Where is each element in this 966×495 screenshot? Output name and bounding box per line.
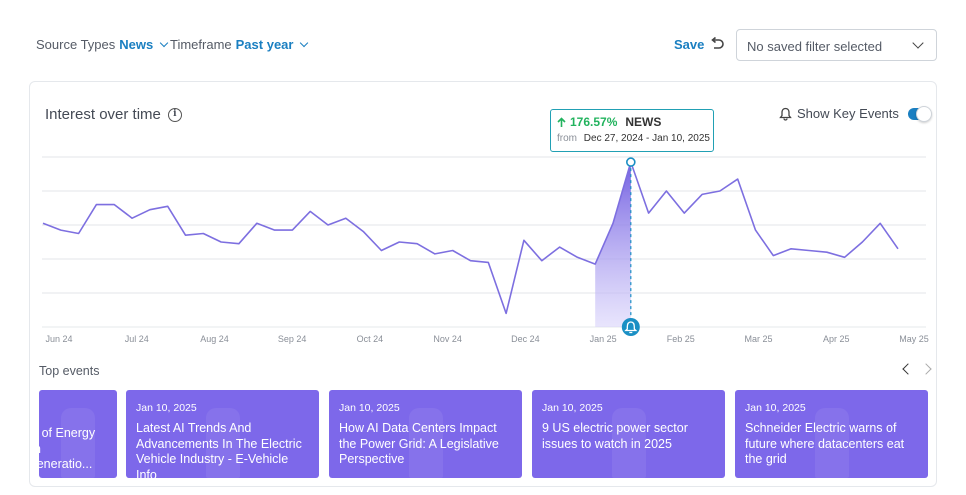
chart-tooltip: 176.57% NEWS from Dec 27, 2024 - Jan 10,… [550,109,714,152]
x-tick-label: Oct 24 [357,334,384,344]
x-tick-label: Jul 24 [125,334,149,344]
chevron-left-icon[interactable] [902,363,914,375]
x-tick-label: Aug 24 [200,334,229,344]
source-types-value: News [119,37,154,52]
event-card[interactable]: re of Energy en Generatio... [39,390,117,478]
x-tick-label: Mar 25 [745,334,773,344]
key-event-marker [621,318,640,336]
highlight-point [626,157,636,167]
chevron-down-icon [912,37,924,49]
x-tick-label: Jan 25 [590,334,617,344]
saved-filter-select[interactable]: No saved filter selected [736,29,937,61]
x-tick-label: Apr 25 [823,334,850,344]
event-title: 9 US electric power sector issues to wat… [542,421,688,451]
x-tick-label: Sep 24 [278,334,307,344]
event-card[interactable]: Jan 10, 2025 9 US electric power sector … [532,390,725,478]
show-key-events-toggle[interactable]: Show Key Events [779,105,932,122]
event-date: Jan 10, 2025 [136,402,197,414]
source-types-filter[interactable]: Source Types News [36,37,169,52]
x-tick-label: Dec 24 [511,334,540,344]
timeframe-label: Timeframe [170,37,232,52]
chevron-down-icon [300,38,309,48]
panel-title: Interest over time i [45,106,182,123]
x-tick-label: Nov 24 [433,334,462,344]
highlight-area [595,162,631,327]
event-date: Jan 10, 2025 [339,402,400,414]
bell-icon [779,107,792,121]
event-title: Latest AI Trends And Advancements In The… [136,421,302,478]
bell-icon [624,321,638,332]
tooltip-change: 176.57% [570,115,618,129]
event-card[interactable]: Jan 10, 2025 How AI Data Centers Impact … [329,390,522,478]
panel-title-text: Interest over time [45,106,161,123]
chevron-right-icon[interactable] [920,363,932,375]
timeframe-filter[interactable]: Timeframe Past year [170,37,309,52]
interest-over-time-panel: Jun 24 Jul 24 Aug 24 Sep 24 Oct 24 Nov 24 Dec … [29,81,937,487]
event-card[interactable]: Jan 10, 2025 Schneider Electric warns of… [735,390,928,478]
event-title: Schneider Electric warns of future where… [745,421,905,466]
tooltip-from-label: from [557,133,577,144]
series-line [42,161,899,315]
tooltip-source: NEWS [625,115,662,129]
undo-icon[interactable] [709,36,725,52]
chevron-down-icon [159,38,169,48]
event-title: How AI Data Centers Impact the Power Gri… [339,421,499,466]
event-date: Jan 10, 2025 [745,402,806,414]
filter-bar: Source Types News Timeframe Past year Sa… [36,28,937,62]
x-tick-label: Feb 25 [667,334,695,344]
info-icon[interactable]: i [167,107,182,122]
tooltip-range: Dec 27, 2024 - Jan 10, 2025 [583,133,710,144]
saved-filter-value: No saved filter selected [747,39,883,54]
show-key-events-label: Show Key Events [797,106,899,121]
top-events-nav [902,363,932,375]
x-tick-label: May 25 [899,334,929,344]
source-types-label: Source Types [36,37,116,52]
x-tick-label: Jun 24 [45,334,72,344]
key-events-switch[interactable] [907,105,932,122]
arrow-up-icon [557,116,566,127]
event-date: Jan 10, 2025 [542,402,603,414]
top-events-heading: Top events [39,364,100,378]
event-card[interactable]: Jan 10, 2025 Latest AI Trends And Advanc… [126,390,319,478]
interest-chart: Jun 24 Jul 24 Aug 24 Sep 24 Oct 24 Nov 24 Dec … [42,156,929,344]
timeframe-value: Past year [235,37,294,52]
save-button[interactable]: Save [674,37,705,52]
event-title: re of Energy en Generatio... [39,426,96,471]
